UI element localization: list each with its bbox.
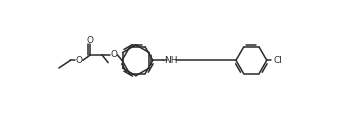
Text: O: O [110,50,117,59]
Text: O: O [87,36,94,45]
Text: O: O [76,56,82,65]
Text: Cl: Cl [274,56,283,65]
Text: NH: NH [164,56,178,65]
